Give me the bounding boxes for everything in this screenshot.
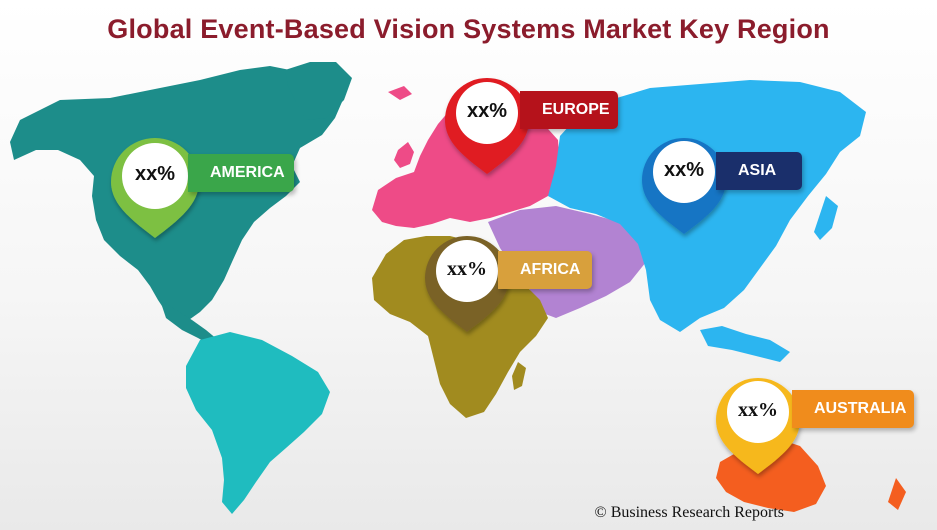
tag-europe: EUROPE (520, 91, 618, 129)
tag-australia: AUSTRALIA (792, 390, 914, 428)
iceland-land (388, 86, 412, 100)
pin-africa (425, 236, 509, 332)
pin-europe (445, 78, 529, 174)
madagascar-land (512, 362, 526, 390)
south-america-land (186, 332, 330, 514)
pin-america (111, 138, 199, 238)
tag-africa: AFRICA (498, 251, 592, 289)
southeast-asia-islands (700, 326, 790, 362)
tag-asia: ASIA (716, 152, 802, 190)
copyright-text: © Business Research Reports (594, 504, 784, 521)
pin-asia (642, 138, 726, 234)
uk-land (394, 142, 414, 168)
pin-australia (716, 378, 800, 474)
value-europe: xx% (466, 100, 508, 122)
tag-america: AMERICA (188, 154, 294, 192)
value-australia: xx% (738, 399, 778, 421)
central-america-land (160, 300, 218, 346)
value-asia: xx% (663, 159, 705, 181)
value-africa: xx% (447, 258, 487, 280)
greenland-land (285, 62, 352, 120)
new-zealand-land (888, 478, 906, 510)
page-title: Global Event-Based Vision Systems Market… (107, 14, 830, 44)
value-america: xx% (134, 163, 176, 185)
japan-land (814, 196, 838, 240)
